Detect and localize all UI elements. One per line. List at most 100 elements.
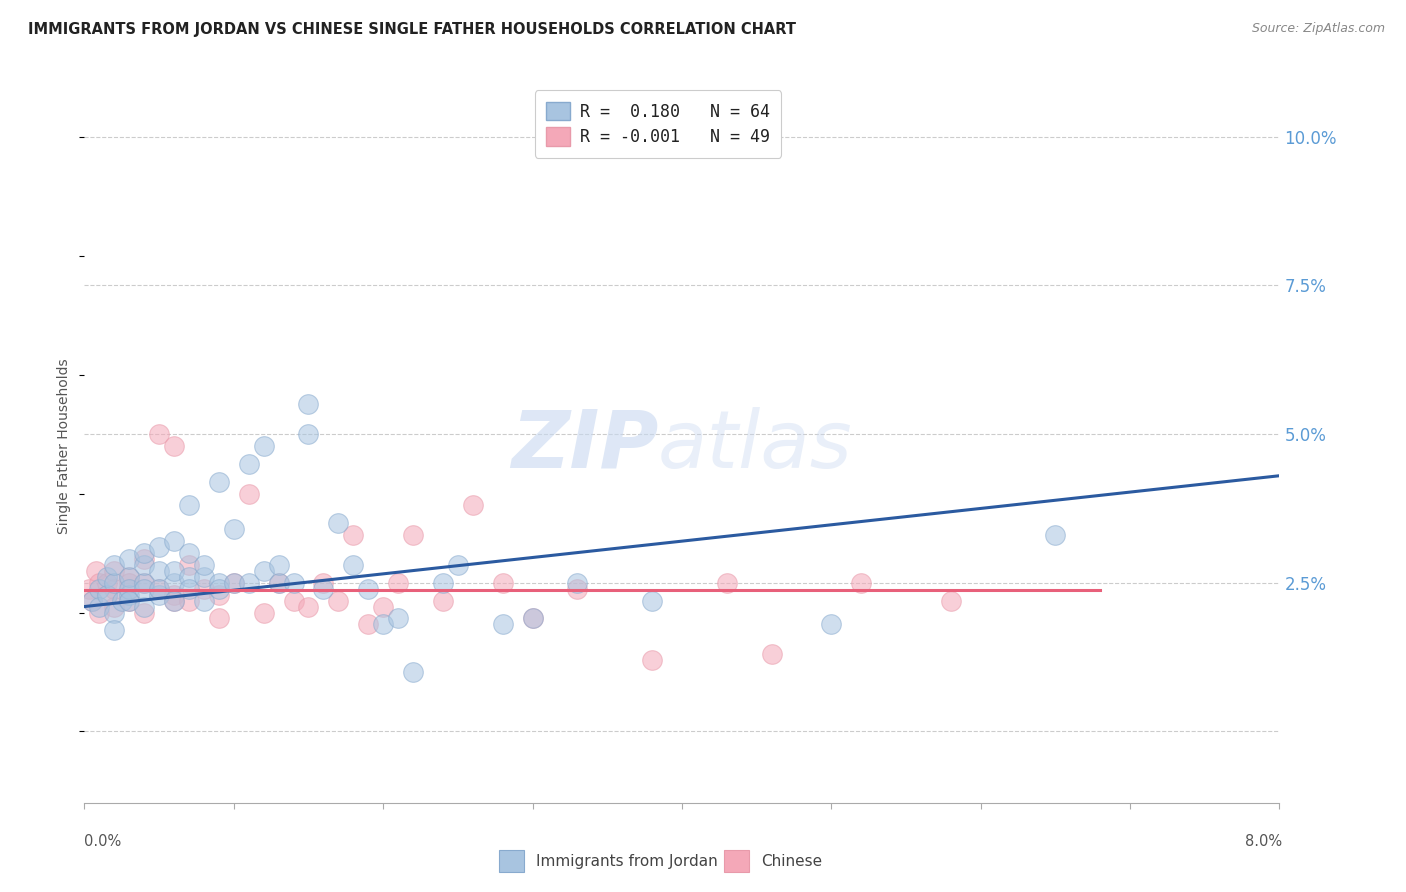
- Text: ZIP: ZIP: [510, 407, 658, 485]
- Point: [371, 617, 394, 632]
- Point: [103, 606, 125, 620]
- Point: [96, 570, 118, 584]
- Point: [208, 475, 231, 489]
- Point: [103, 575, 125, 590]
- Text: Source: ZipAtlas.com: Source: ZipAtlas.com: [1251, 22, 1385, 36]
- Point: [132, 575, 156, 590]
- Point: [103, 624, 125, 638]
- Text: IMMIGRANTS FROM JORDAN VS CHINESE SINGLE FATHER HOUSEHOLDS CORRELATION CHART: IMMIGRANTS FROM JORDAN VS CHINESE SINGLE…: [28, 22, 796, 37]
- Point: [387, 611, 409, 625]
- Point: [447, 558, 470, 572]
- Point: [148, 540, 170, 554]
- Point: [357, 617, 380, 632]
- Point: [118, 570, 141, 584]
- Point: [193, 582, 215, 596]
- Point: [89, 582, 111, 596]
- Point: [1045, 528, 1067, 542]
- Point: [132, 558, 156, 572]
- Point: [148, 582, 170, 596]
- Point: [567, 582, 589, 596]
- Point: [222, 522, 245, 536]
- Point: [96, 588, 118, 602]
- Point: [118, 570, 141, 584]
- Point: [163, 564, 186, 578]
- Point: [103, 582, 125, 596]
- Point: [253, 564, 276, 578]
- Point: [371, 599, 394, 614]
- Point: [238, 575, 260, 590]
- Point: [89, 575, 111, 590]
- Point: [716, 575, 738, 590]
- Point: [253, 606, 276, 620]
- Point: [238, 486, 260, 500]
- Point: [118, 582, 141, 596]
- Point: [118, 593, 141, 607]
- Point: [939, 593, 962, 607]
- Point: [222, 575, 245, 590]
- Point: [267, 575, 290, 590]
- Point: [432, 575, 454, 590]
- Point: [312, 582, 335, 596]
- Point: [177, 570, 200, 584]
- Point: [77, 582, 100, 596]
- Legend: R =  0.180   N = 64, R = -0.001   N = 49: R = 0.180 N = 64, R = -0.001 N = 49: [534, 90, 782, 158]
- Point: [132, 546, 156, 560]
- Point: [387, 575, 409, 590]
- Point: [328, 516, 350, 531]
- Point: [193, 593, 215, 607]
- Text: atlas: atlas: [658, 407, 853, 485]
- Point: [461, 499, 484, 513]
- Point: [103, 599, 125, 614]
- Point: [103, 558, 125, 572]
- Point: [89, 606, 111, 620]
- Point: [177, 558, 200, 572]
- Point: [148, 564, 170, 578]
- Point: [163, 575, 186, 590]
- Point: [567, 575, 589, 590]
- Point: [238, 457, 260, 471]
- Point: [849, 575, 872, 590]
- Point: [342, 558, 364, 572]
- Point: [148, 582, 170, 596]
- Point: [297, 599, 319, 614]
- Point: [132, 552, 156, 566]
- Point: [208, 588, 231, 602]
- Point: [163, 593, 186, 607]
- Point: [342, 528, 364, 542]
- Point: [641, 653, 664, 667]
- Point: [96, 588, 118, 602]
- Point: [132, 582, 156, 596]
- Y-axis label: Single Father Households: Single Father Households: [58, 359, 72, 533]
- Point: [402, 528, 425, 542]
- Point: [118, 575, 141, 590]
- Point: [86, 564, 108, 578]
- Point: [208, 611, 231, 625]
- Point: [132, 575, 156, 590]
- Point: [522, 611, 544, 625]
- Text: 8.0%: 8.0%: [1246, 834, 1282, 849]
- Point: [80, 593, 103, 607]
- Point: [432, 593, 454, 607]
- Point: [328, 593, 350, 607]
- Point: [193, 570, 215, 584]
- Text: 0.0%: 0.0%: [84, 834, 121, 849]
- Point: [177, 593, 200, 607]
- Point: [163, 439, 186, 453]
- Point: [132, 606, 156, 620]
- Point: [641, 593, 664, 607]
- Text: Immigrants from Jordan: Immigrants from Jordan: [536, 854, 717, 869]
- Point: [177, 582, 200, 596]
- Point: [177, 499, 200, 513]
- Point: [222, 575, 245, 590]
- Point: [253, 439, 276, 453]
- Point: [402, 665, 425, 679]
- Point: [267, 575, 290, 590]
- Point: [132, 599, 156, 614]
- Text: Chinese: Chinese: [761, 854, 821, 869]
- Point: [89, 599, 111, 614]
- Point: [283, 575, 305, 590]
- Point: [177, 546, 200, 560]
- Point: [118, 552, 141, 566]
- Point: [492, 617, 515, 632]
- Point: [267, 558, 290, 572]
